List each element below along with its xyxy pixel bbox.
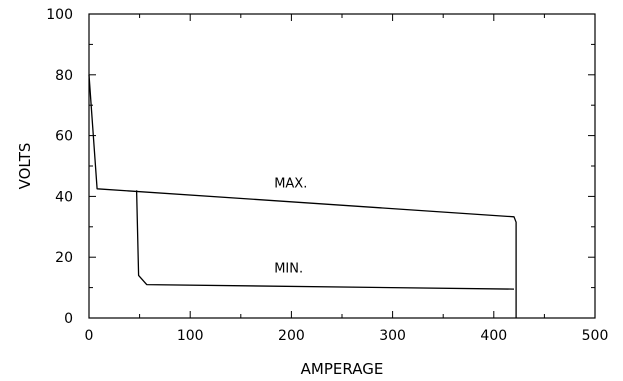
x-axis-tick-labels: 0 100 200 300 400 500 xyxy=(85,328,609,344)
y-tick-label: 20 xyxy=(55,250,73,266)
y-tick-label: 100 xyxy=(46,7,73,23)
annotation-min: MIN. xyxy=(274,261,303,276)
x-tick-label: 0 xyxy=(85,328,94,344)
y-axis-ticks xyxy=(89,13,595,319)
series-line-max xyxy=(88,74,517,318)
y-axis-tick-labels: 0 20 40 60 80 100 xyxy=(46,7,73,327)
y-tick-label: 60 xyxy=(55,129,73,145)
y-tick-label: 40 xyxy=(55,189,73,205)
x-axis-title: AMPERAGE xyxy=(301,360,384,378)
x-tick-label: 100 xyxy=(177,328,204,344)
plot-frame xyxy=(88,13,596,319)
y-tick-label: 80 xyxy=(55,68,73,84)
y-axis-title: VOLTS xyxy=(16,143,34,190)
annotation-max: MAX. xyxy=(274,176,307,191)
x-tick-label: 300 xyxy=(379,328,406,344)
x-tick-label: 200 xyxy=(278,328,305,344)
series-layer xyxy=(88,74,517,318)
x-axis-ticks xyxy=(88,14,596,318)
x-tick-label: 500 xyxy=(582,328,609,344)
annotation-layer: MAX. MIN. xyxy=(274,176,307,276)
y-tick-label: 0 xyxy=(64,311,73,327)
x-tick-label: 400 xyxy=(480,328,507,344)
series-line-min xyxy=(135,190,515,290)
